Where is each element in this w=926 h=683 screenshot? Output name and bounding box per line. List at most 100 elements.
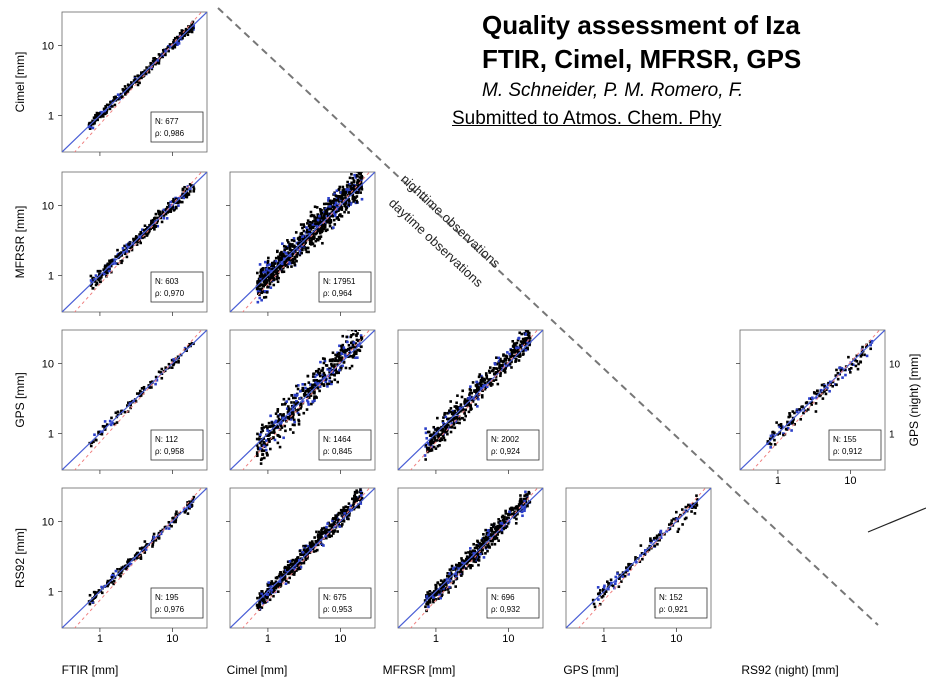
scatter-point <box>328 535 331 539</box>
stats-rho-label: ρ: 0,932 <box>491 605 521 614</box>
scatter-point <box>441 420 445 423</box>
scatter-point <box>327 216 331 219</box>
scatter-point <box>166 205 169 209</box>
scatter-point <box>307 390 310 393</box>
scatter-point <box>453 405 457 408</box>
scatter-point <box>335 189 339 193</box>
scatter-point <box>324 214 327 218</box>
scatter-point <box>480 546 484 550</box>
scatter-point <box>681 523 684 526</box>
scatter-point <box>276 581 279 585</box>
scatter-point <box>267 421 271 425</box>
scatter-point <box>339 349 343 352</box>
scatter-point <box>449 407 453 410</box>
one-to-one-line <box>566 488 711 628</box>
scatter-point <box>591 598 595 602</box>
scatter-point <box>488 546 491 549</box>
scatter-point <box>790 422 794 425</box>
scatter-point <box>264 279 268 282</box>
scatter-point <box>318 229 321 233</box>
scatter-point <box>260 287 264 290</box>
scatter-point <box>269 447 272 451</box>
scatter-point <box>445 423 449 426</box>
scatter-point <box>116 93 120 96</box>
scatter-point <box>677 527 681 531</box>
scatter-point <box>272 586 276 590</box>
scatter-point <box>276 425 280 429</box>
scatter-point <box>675 517 679 521</box>
scatter-point <box>479 384 483 387</box>
scatter-point <box>295 400 298 403</box>
scatter-point <box>145 226 149 230</box>
scatter-point <box>455 405 458 408</box>
scatter-point <box>259 290 262 294</box>
scatter-point <box>348 354 351 358</box>
scatter-point <box>310 214 313 218</box>
scatter-point <box>320 535 323 539</box>
scatter-point <box>297 420 301 423</box>
scatter-point <box>339 356 342 360</box>
scatter-point <box>300 231 304 235</box>
scatter-point <box>262 270 265 274</box>
scatter-point <box>344 355 347 358</box>
scatter-point <box>468 559 472 563</box>
scatter-point <box>272 275 276 278</box>
scatter-point <box>802 411 805 415</box>
scatter-point <box>473 546 477 550</box>
scatter-point <box>330 368 333 372</box>
scatter-point <box>335 210 338 214</box>
scatter-point <box>182 196 186 200</box>
scatter-point <box>464 551 468 555</box>
one-to-one-line <box>62 488 207 628</box>
scatter-point <box>186 33 190 37</box>
scatter-point <box>499 357 502 361</box>
scatter-point <box>275 584 278 588</box>
scatter-point <box>327 197 330 200</box>
scatter-point <box>503 370 507 374</box>
scatter-point <box>307 381 311 384</box>
scatter-point <box>158 211 162 214</box>
one-to-one-line <box>230 172 375 312</box>
scatter-point <box>132 237 135 241</box>
scatter-point <box>815 392 818 396</box>
scatter-point <box>151 218 155 222</box>
scatter-point <box>786 420 789 424</box>
scatter-point <box>456 564 460 567</box>
scatter-point <box>149 222 153 225</box>
scatter-point <box>458 406 462 410</box>
scatter-point <box>330 362 333 366</box>
scatter-point <box>446 581 450 585</box>
scatter-point <box>273 584 277 588</box>
scatter-point <box>268 263 271 266</box>
scatter-point <box>268 584 271 588</box>
scatter-point <box>435 439 439 442</box>
submitted-link[interactable]: Submitted to Atmos. Chem. Phy <box>452 108 722 129</box>
scatter-point <box>272 264 275 268</box>
scatter-point <box>481 543 484 546</box>
scatter-point <box>448 577 452 581</box>
scatter-point <box>323 212 326 216</box>
scatter-point <box>118 572 122 575</box>
scatter-point <box>514 343 517 346</box>
scatter-point <box>120 259 124 263</box>
scatter-point <box>257 277 261 281</box>
scatter-point <box>322 210 326 214</box>
scatter-point <box>157 531 161 535</box>
scatter-point <box>320 211 324 215</box>
scatter-point <box>351 188 355 191</box>
scatter-point <box>310 540 314 543</box>
scatter-point <box>142 388 146 392</box>
scatter-point <box>330 534 333 538</box>
scatter-point <box>451 581 455 585</box>
scatter-point <box>326 220 329 224</box>
scatter-point <box>88 121 91 125</box>
scatter-point <box>788 415 792 418</box>
scatter-point <box>156 216 159 220</box>
scatter-point <box>821 397 825 400</box>
scatter-point <box>116 567 119 571</box>
scatter-point <box>264 448 268 452</box>
scatter-point <box>301 238 305 241</box>
scatter-point <box>523 342 527 346</box>
scatter-point <box>513 350 517 353</box>
scatter-point <box>482 556 486 559</box>
